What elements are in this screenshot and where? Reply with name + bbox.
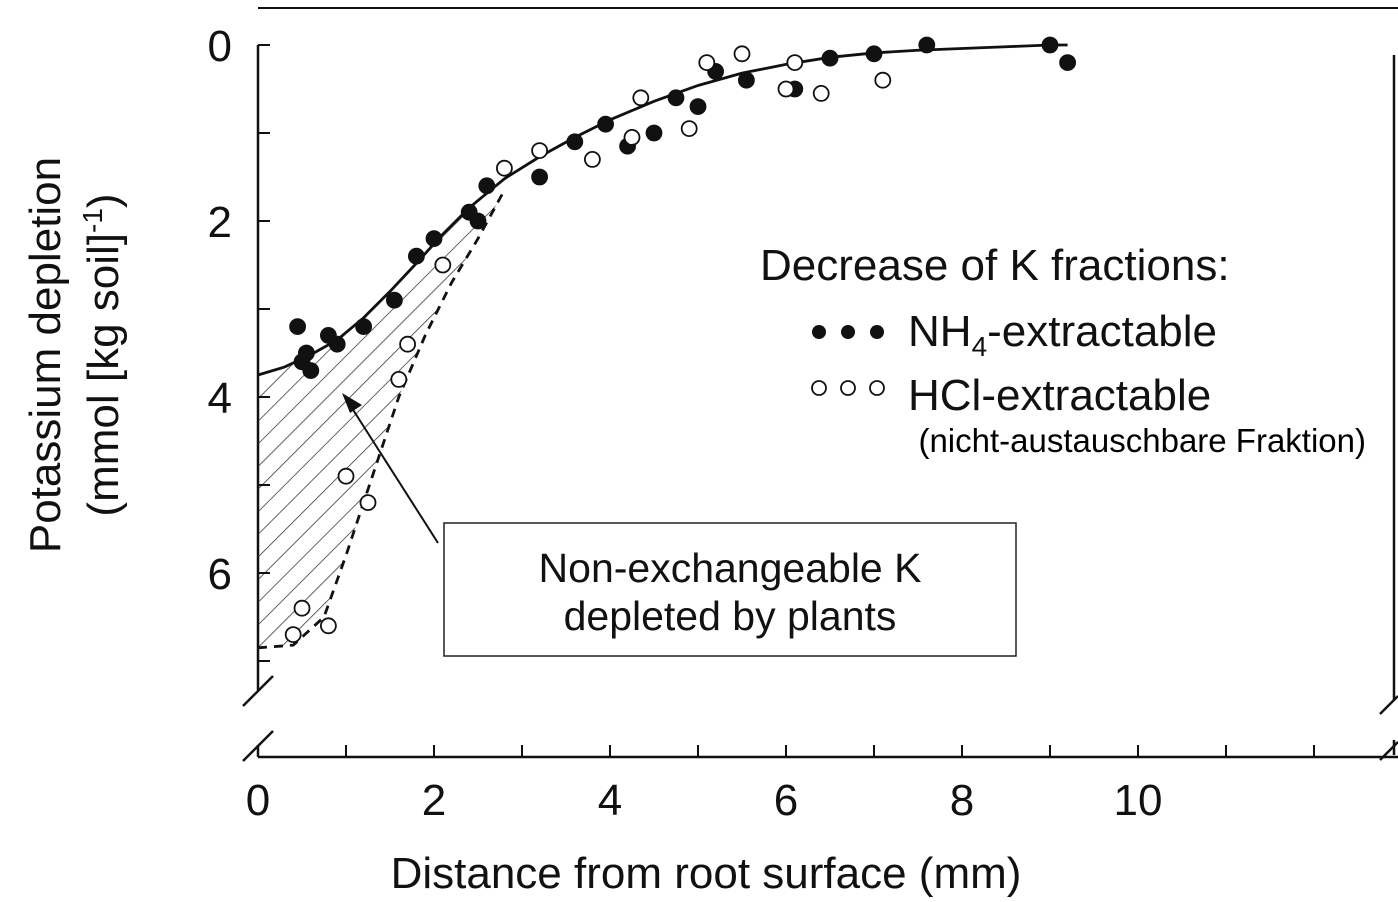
hcl-point [698,54,716,71]
nh4-point [302,362,320,380]
x-tick-label: 6 [774,776,798,825]
annotation-box [443,522,1017,657]
x-tick-label: 10 [1114,776,1163,825]
nh4-point [328,335,346,353]
annotation-line1: Non-exchangeable K [539,545,922,591]
legend-hcl-label: HCl-extractable [908,371,1211,420]
legend-nh4-subscript: 4 [972,331,988,362]
hcl-point [874,71,892,89]
nh4-point [478,177,496,195]
nh4-point [821,49,839,67]
y-axis-title-line1: Potassium depletion [21,157,70,553]
legend-nh4-label: NH4-extractable [908,307,1217,362]
nh4-point [667,89,685,107]
legend-hcl-note: (nicht-austauschbare Fraktion) [918,422,1366,459]
axis-break-1 [242,675,274,707]
legend-nh4-marker-2 [841,325,855,339]
legend-nh4-marker-1 [812,325,826,339]
legend-hcl-marker-1 [811,380,827,396]
nh4-point [355,318,373,336]
nh4-point [425,230,443,248]
hcl-point [434,256,452,274]
y-axis-title-line2: (mmol [kg soil]-1) [77,193,128,516]
hcl-point [319,617,337,635]
hcl-point [495,159,513,177]
hcl-point [359,494,377,512]
nh4-point [645,124,663,142]
y-tick-label: 6 [208,550,232,599]
hcl-point [623,128,641,146]
legend-nh4-main: NH [908,307,972,356]
x-axis-title: Distance from root surface (mm) [391,849,1022,898]
nh4-point [289,318,307,336]
nh4-point [689,98,707,115]
hcl-point [293,599,311,617]
dashed-curve [257,189,506,650]
x-tick-label: 2 [422,776,446,825]
y-axis-title-main: (mmol [kg soil] [79,233,128,517]
axis-break-right-1 [1379,695,1398,715]
hcl-point [284,626,302,643]
y-axis-title-sup: -1 [77,208,108,233]
nh4-point [469,212,487,230]
annotation-line2: depleted by plants [564,593,897,639]
hatched-region [258,178,505,648]
legend-hcl-marker-2 [840,380,856,396]
hcl-point [632,89,650,107]
nh4-point [1059,54,1076,71]
hcl-point [680,120,698,138]
nh4-point [297,344,315,362]
y-axis-title-close: ) [79,193,128,208]
legend-title: Decrease of K fractions: [760,241,1230,290]
x-tick-label: 8 [950,776,974,825]
nh4-point [385,291,403,309]
nh4-point [566,133,584,151]
hcl-point [399,335,417,353]
nh4-point [531,168,548,186]
y-tick-label: 0 [208,22,232,71]
hcl-point [390,370,408,388]
nh4-point [918,36,936,54]
x-tick-label: 4 [598,776,622,825]
hcl-point [786,54,804,71]
y-tick-label: 4 [208,374,232,423]
nh4-point [1041,36,1059,54]
legend-nh4-rest: -extractable [987,307,1217,356]
annotation-arrow [349,404,439,544]
nh4-point [597,115,614,133]
arrowhead [342,393,362,413]
legend: Decrease of K fractions: NH4-extractable… [760,241,1366,459]
nh4-point [738,71,755,89]
hcl-point [584,150,601,168]
y-tick-label: 2 [208,198,232,247]
nh4-point [407,247,425,265]
hcl-point [812,85,830,102]
hcl-point [531,142,548,160]
nh4-point [865,45,883,63]
hcl-point [733,45,751,63]
legend-nh4-marker-3 [870,325,884,339]
hcl-point [337,467,355,485]
x-tick-label: 0 [246,776,270,825]
hcl-point [777,80,795,98]
legend-hcl-marker-3 [869,380,885,396]
